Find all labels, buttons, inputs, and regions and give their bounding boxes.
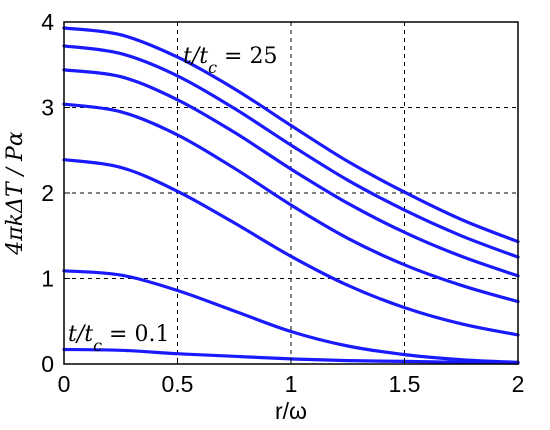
series-line-3: [62, 158, 520, 337]
series-line-4: [62, 102, 520, 304]
x-tick-label: 1.5: [389, 371, 421, 397]
series-line-5: [62, 68, 520, 278]
y-tick-label: 3: [41, 95, 54, 121]
series-line-7: [62, 26, 520, 244]
x-tick-label: 1: [285, 371, 298, 397]
annotation-t-tc-0-1: t/tc = 0.1: [68, 322, 169, 355]
series-line-6: [62, 44, 520, 259]
tick-labels: 0 0.5 1 1.5 2 0 1 2 3 4: [41, 9, 524, 397]
x-tick-label: 2: [512, 371, 525, 397]
y-tick-label: 4: [41, 9, 54, 35]
y-tick-label: 1: [41, 266, 54, 292]
y-tick-label: 0: [41, 351, 54, 377]
grid: [64, 22, 518, 364]
x-tick-label: 0: [58, 371, 71, 397]
y-tick-label: 2: [41, 180, 54, 206]
y-axis-label: 4πkΔT / Pα: [3, 131, 28, 256]
annotation-t-tc-25: t/tc = 25: [183, 44, 277, 77]
x-tick-label: 0.5: [162, 371, 194, 397]
x-axis-label: r/ω: [275, 398, 307, 424]
series-line-2: [62, 269, 520, 364]
